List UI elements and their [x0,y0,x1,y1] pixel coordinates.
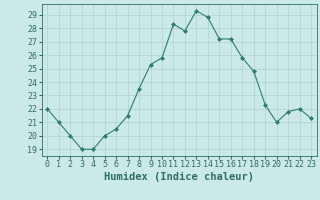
X-axis label: Humidex (Indice chaleur): Humidex (Indice chaleur) [104,172,254,182]
